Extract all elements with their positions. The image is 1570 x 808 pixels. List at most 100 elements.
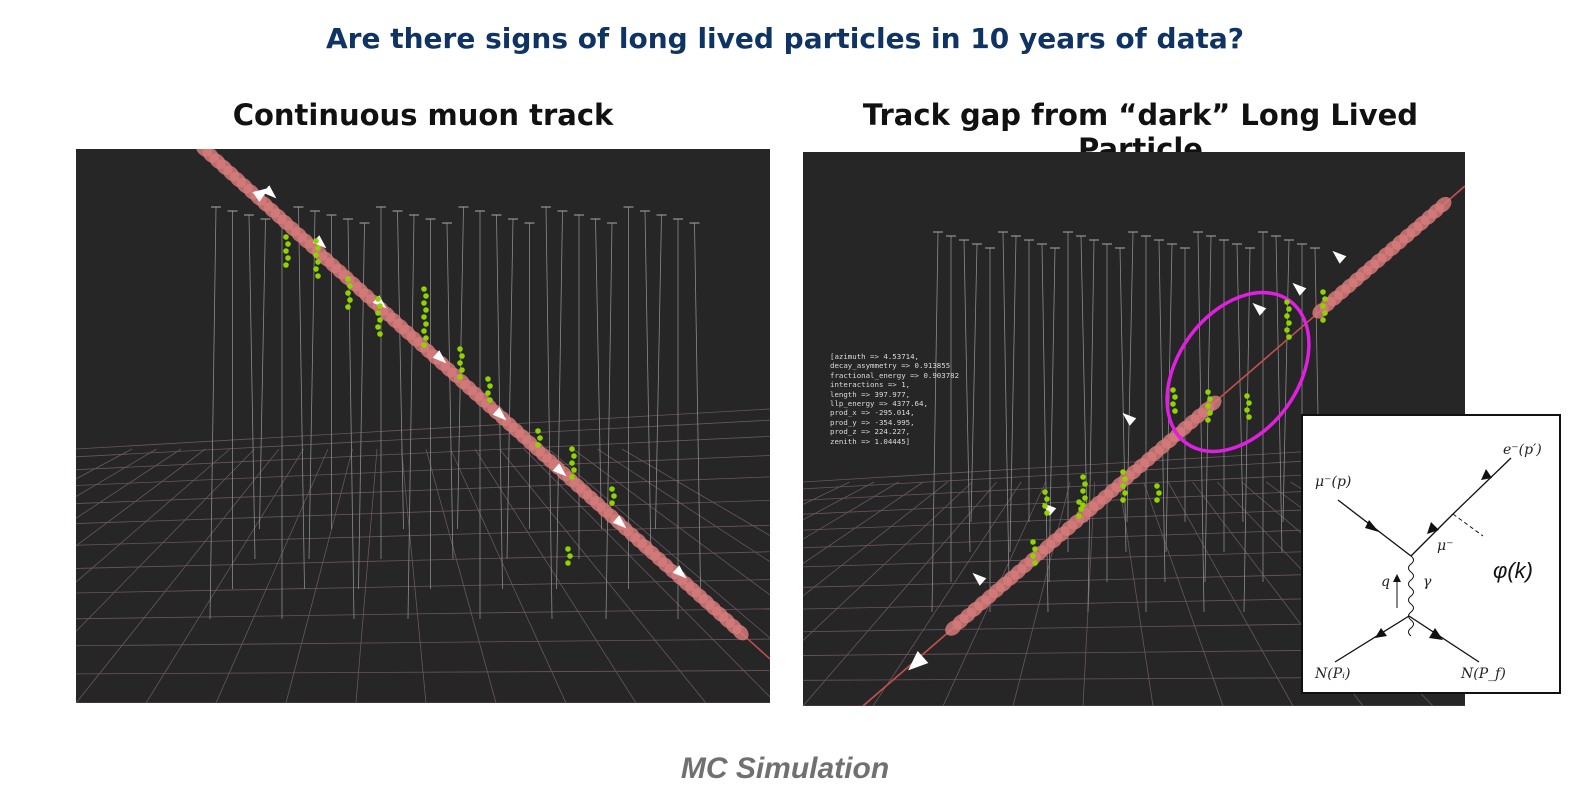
left-panel-heading: Continuous muon track [76, 98, 770, 132]
dom-hit [457, 346, 463, 352]
dom-hit [537, 435, 543, 441]
dom-hit [571, 467, 577, 473]
detector-string [557, 211, 563, 589]
dom-hit [1170, 401, 1176, 407]
dom-hit [315, 259, 321, 265]
dom-hit [283, 262, 289, 268]
dom-hit [485, 390, 491, 396]
detector-string [1159, 240, 1165, 582]
detector-string [596, 219, 602, 529]
info-line: llp_energy => 4377.64, [830, 399, 959, 408]
dom-hit [375, 296, 381, 302]
dom-hit [1172, 394, 1178, 400]
dom-hit [423, 335, 429, 341]
dom-hit [1172, 408, 1178, 414]
dom-hit [487, 397, 493, 403]
dom-hit [283, 248, 289, 254]
dom-hit [457, 360, 463, 366]
detector-string [398, 211, 404, 529]
floor-grid-line [1119, 482, 1153, 706]
info-line: prod_z => 224.227, [830, 427, 959, 436]
floor-grid-line [76, 609, 770, 619]
dom-hit [1078, 506, 1084, 512]
floor-grid-line [76, 420, 770, 457]
detector-string [1003, 232, 1009, 582]
dom-hit [609, 486, 615, 492]
dom-hit [565, 560, 571, 566]
dom-hit [1080, 474, 1086, 480]
dom-hit [1120, 469, 1126, 475]
dom-hit [1284, 313, 1290, 319]
dom-hit [1076, 513, 1082, 519]
floor-grid-line [803, 482, 874, 706]
page-title: Are there signs of long lived particles … [0, 22, 1570, 55]
dom-hit [485, 376, 491, 382]
detector-string [695, 223, 701, 589]
dom-hit [1322, 310, 1328, 316]
floor-grid-line [76, 525, 770, 545]
dark-particle-label: φ(k) [1493, 558, 1533, 584]
dom-hit [313, 266, 319, 272]
photon-line [1409, 556, 1414, 636]
track-direction-arrow [1249, 299, 1266, 316]
dom-hit [1122, 490, 1128, 496]
nucleus-in-arrow [1375, 628, 1387, 638]
floor-grid-line [286, 449, 352, 703]
detector-string [1283, 240, 1289, 522]
dom-hit [1320, 303, 1326, 309]
floor-grid-line [76, 436, 770, 469]
floor-grid-line [803, 482, 997, 706]
dom-hit [1076, 499, 1082, 505]
nucleus-in-label: N(Pᵢ) [1315, 666, 1350, 682]
dom-hit [315, 245, 321, 251]
dom-hit [1044, 510, 1050, 516]
info-line: length => 397.977, [830, 390, 959, 399]
internal-muon-label: μ⁻ [1437, 538, 1454, 554]
dom-hit [345, 290, 351, 296]
info-line: interactions => 1, [830, 380, 959, 389]
floor-grid-line [1168, 482, 1293, 706]
dom-hit [609, 500, 615, 506]
floor-grid-line [803, 482, 899, 706]
dom-hit [565, 546, 571, 552]
dom-hit [1120, 497, 1126, 503]
dom-hit [285, 255, 291, 261]
floor-grid-line [76, 580, 770, 593]
dom-hit [1322, 296, 1328, 302]
detector-string [447, 223, 453, 559]
dom-hit [1044, 496, 1050, 502]
dom-hit [1042, 503, 1048, 509]
dom-hit [421, 342, 427, 348]
dark-particle-line [1453, 514, 1483, 536]
dom-hit [347, 297, 353, 303]
detector-string [309, 211, 315, 559]
info-line: prod_y => -354.995, [830, 418, 959, 427]
floor-grid-line [76, 449, 156, 703]
dom-hit [535, 428, 541, 434]
dom-hit [1207, 410, 1213, 416]
dom-hit [377, 331, 383, 337]
detector-string [971, 244, 977, 522]
dom-hit [345, 304, 351, 310]
dom-hit [423, 307, 429, 313]
dom-hit [1170, 387, 1176, 393]
track-direction-arrow [1119, 409, 1136, 426]
floor-grid-line [622, 449, 770, 703]
dom-hit [1122, 476, 1128, 482]
incoming-muon-label: μ⁻(p) [1315, 474, 1351, 490]
dom-hit [1032, 560, 1038, 566]
dom-hit [1284, 327, 1290, 333]
dom-hit [313, 252, 319, 258]
dom-hit [375, 324, 381, 330]
floor-grid-line [76, 449, 230, 703]
detector-string [249, 215, 255, 559]
dom-hit [377, 303, 383, 309]
dom-hit [569, 474, 575, 480]
dom-hit [345, 276, 351, 282]
dom-hit [569, 460, 575, 466]
nucleus-out-label: N(P_f) [1461, 666, 1506, 682]
dom-hit [421, 300, 427, 306]
dom-hit [569, 446, 575, 452]
dom-hit [1032, 546, 1038, 552]
dom-hit [571, 453, 577, 459]
